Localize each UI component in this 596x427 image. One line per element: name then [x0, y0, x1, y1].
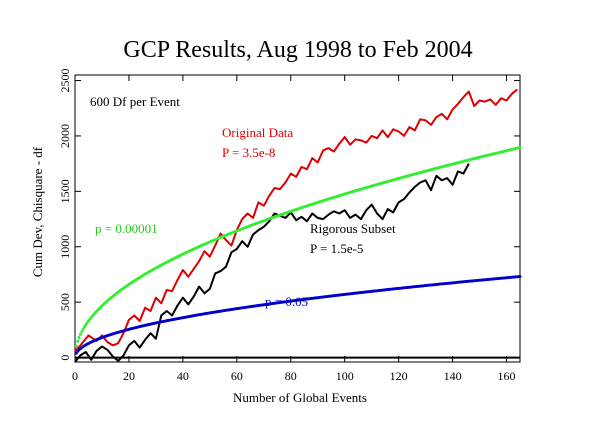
x-tick-label: 40: [177, 369, 189, 383]
x-tick-label: 160: [498, 369, 516, 383]
y-tick-label: 0: [58, 355, 72, 361]
y-tick-label: 2500: [58, 69, 72, 93]
x-tick-label: 0: [72, 369, 78, 383]
x-axis-label: Number of Global Events: [233, 390, 367, 405]
chart-title: GCP Results, Aug 1998 to Feb 2004: [123, 37, 472, 63]
series-2-point: [74, 344, 78, 348]
y-axis-label: Cum Dev, Chisquare - df: [30, 146, 45, 277]
series-2-point: [518, 146, 522, 150]
annotation-original-p-value: P = 3.5e-8: [222, 145, 275, 160]
y-tick-label: 1000: [58, 235, 72, 259]
series-2-point: [78, 332, 82, 336]
series-2-point: [81, 327, 85, 331]
y-tick-label: 1500: [58, 179, 72, 203]
x-tick-label: 60: [231, 369, 243, 383]
annotation-green-p-value: p = 0.00001: [95, 221, 158, 236]
series-3-point: [518, 274, 522, 278]
series-2-point: [77, 336, 81, 340]
annotation-original-data: Original Data: [222, 125, 293, 140]
plot-frame: [74, 74, 521, 363]
x-tick-label: 120: [390, 369, 408, 383]
annotation-rigorous-subset: Rigorous Subset: [310, 221, 396, 236]
x-tick-label: 80: [285, 369, 297, 383]
label-layer: GCP Results, Aug 1998 to Feb 2004 Number…: [30, 37, 473, 405]
x-tick-label: 20: [123, 369, 135, 383]
x-tick-label: 100: [336, 369, 354, 383]
annotation-rigorous-p-value: P = 1.5e-5: [310, 241, 363, 256]
annotation-blue-p-value: p = 0.05: [265, 294, 308, 309]
y-tick-label: 500: [58, 293, 72, 311]
x-tick-label: 140: [444, 369, 462, 383]
y-tick-label: 2000: [58, 124, 72, 148]
series-0-line: [74, 88, 518, 352]
series-2-point: [80, 330, 84, 334]
annotation-df-per-event: 600 Df per Event: [90, 94, 180, 109]
series-2-point: [76, 339, 80, 343]
plot-layer: 0 20 40 60 80 100 120 140 160 0 500 1000 1500 2000 250…: [58, 69, 522, 383]
